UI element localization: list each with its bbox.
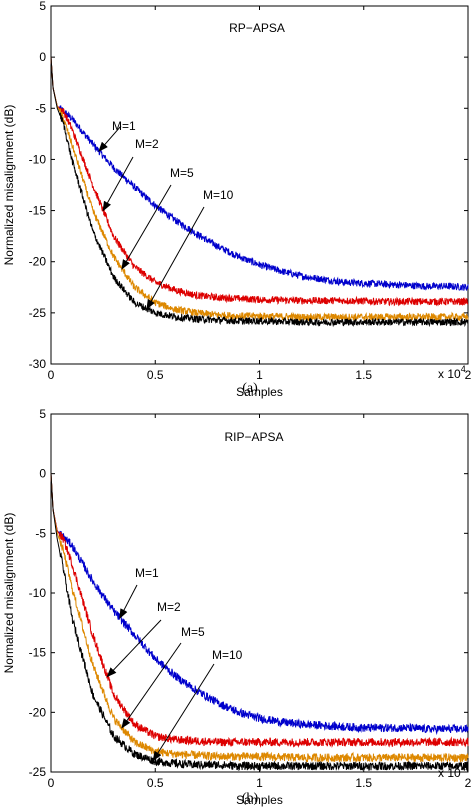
x-tick-label: 1.5 [355, 776, 372, 790]
chart-title: RP−APSA [229, 21, 285, 35]
x-tick-label: 0.5 [147, 368, 164, 382]
plot-frame [50, 5, 469, 365]
annotation-arrow [146, 206, 205, 310]
x-tick-label: 0 [48, 776, 55, 790]
y-tick-label: 5 [39, 0, 46, 13]
x-exponent-power: 4 [461, 763, 466, 773]
y-tick-label: -25 [29, 306, 47, 320]
y-axis-label: Normalized misalignment (dB) [2, 105, 16, 266]
series-line-m10 [50, 57, 469, 328]
x-tick-label: 2 [465, 776, 472, 790]
annotation-arrow [106, 619, 162, 678]
annotation-arrow [102, 156, 134, 212]
series-line-m5 [50, 57, 469, 323]
y-tick-label: -5 [35, 101, 46, 115]
annotation-arrow [121, 642, 182, 729]
annotation-arrow [121, 184, 172, 270]
annotation-arrow [152, 663, 215, 762]
y-tick-label: -10 [29, 586, 47, 600]
series-line-m10 [50, 473, 469, 772]
x-tick-label: 0 [48, 368, 55, 382]
y-tick-label: -15 [29, 646, 47, 660]
annotation-label: M=5 [170, 166, 194, 180]
annotation-arrow [98, 125, 122, 152]
x-tick-label: 2 [465, 368, 472, 382]
series-line-m5 [50, 473, 469, 763]
y-tick-label: -15 [29, 204, 47, 218]
annotation-label: M=1 [112, 119, 136, 133]
y-tick-label: 5 [39, 407, 46, 421]
series-line-m2 [50, 57, 469, 307]
annotation-arrow [119, 584, 138, 619]
chart-panel-a: 0 0.5 1 1.5 2 5 0 -5 -10 -15 -20 -25 -30 M=1 M=2 M=5 M=1… [2, 0, 472, 399]
series-line-m2 [50, 473, 469, 749]
y-tick-label: -5 [35, 526, 46, 540]
y-tick-label: 0 [39, 467, 46, 481]
chart-panel-b: 0 0.5 1 1.5 2 5 0 -5 -10 -15 -20 -25 M=1 M=2M=5 M=10 RI… [2, 407, 472, 807]
annotation-label: M=10 [212, 648, 243, 662]
panel-caption: (b) [242, 791, 259, 806]
y-tick-label: -25 [29, 765, 47, 779]
y-tick-label: -20 [29, 705, 47, 719]
y-tick-label: -20 [29, 255, 47, 269]
y-axis-label: Normalized misalignment (dB) [2, 513, 16, 674]
y-tick-label: -10 [29, 152, 47, 166]
x-tick-label: 1 [256, 368, 263, 382]
chart-title: RIP−APSA [224, 430, 283, 444]
y-tick-label: 0 [39, 50, 46, 64]
x-axis-exponent: x 104 [438, 364, 466, 381]
y-tick-label: -30 [29, 357, 47, 371]
x-tick-label: 0.5 [147, 776, 164, 790]
x-exponent-base: x 10 [438, 766, 461, 780]
x-axis-exponent: x 104 [438, 763, 466, 780]
x-axis-label: Samples [236, 385, 283, 399]
annotation-label: M=10 [203, 188, 234, 202]
annotation-label: M=1 [135, 566, 159, 580]
series-line-m1 [50, 57, 469, 291]
annotation-label: M=2 [135, 137, 159, 151]
x-tick-label: 1.5 [355, 368, 372, 382]
x-exponent-base: x 10 [438, 367, 461, 381]
x-tick-label: 1 [256, 776, 263, 790]
annotation-label: M=5 [181, 625, 205, 639]
x-exponent-power: 4 [461, 364, 466, 374]
x-axis-label: Samples [236, 793, 283, 807]
panel-caption: (a) [242, 381, 258, 396]
annotation-label: M=2 [157, 600, 181, 614]
